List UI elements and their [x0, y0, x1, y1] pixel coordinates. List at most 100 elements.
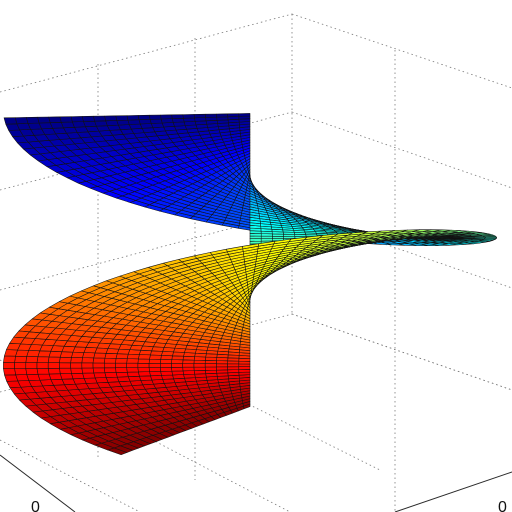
surface-facet: [150, 375, 163, 381]
surface-facet: [104, 362, 116, 369]
surface-facet: [139, 375, 153, 381]
grid-line: [291, 313, 512, 391]
surface-facet: [14, 355, 27, 363]
surface-facet: [92, 362, 105, 369]
surface-facet: [82, 352, 96, 359]
surface-facet: [137, 362, 150, 368]
surface-facet: [148, 363, 161, 368]
surface-facet: [138, 371, 151, 377]
surface-facet: [171, 363, 183, 368]
surface-facet: [171, 370, 184, 376]
surface-facet: [149, 371, 162, 377]
surface-facet: [148, 367, 161, 372]
surface-facet: [71, 351, 85, 358]
surface-facet: [105, 376, 120, 383]
surface-facet: [59, 351, 74, 358]
surface-facet: [128, 375, 142, 382]
surface-facet: [83, 120, 97, 127]
surface-facet: [161, 374, 174, 380]
surface-facet: [182, 363, 195, 368]
surface-facet: [48, 350, 63, 358]
surface-facet: [249, 238, 262, 242]
x-axis-line: [0, 454, 76, 512]
grid-line: [0, 439, 141, 512]
surface-facet: [115, 367, 128, 373]
surface-facet: [227, 113, 240, 118]
surface-facet: [26, 116, 40, 124]
surface-facet: [93, 352, 107, 359]
surface-facet: [70, 116, 84, 123]
surface-facet: [160, 118, 174, 124]
surface-facet: [3, 368, 16, 376]
surface-facet: [260, 238, 273, 242]
surface-facet: [138, 119, 152, 125]
surface-facet: [160, 370, 173, 376]
surface-facet: [26, 350, 40, 357]
surface-facet: [105, 348, 120, 354]
surface-facet: [126, 353, 140, 360]
surface-facet: [182, 114, 195, 119]
surface-facet: [81, 367, 95, 374]
grid-line: [291, 111, 512, 189]
surface-facet: [92, 357, 106, 364]
surface-facet: [238, 363, 251, 367]
grid-line: [0, 13, 293, 93]
surface-facet: [171, 114, 184, 119]
surface-facet: [14, 362, 27, 369]
surface-facet: [115, 353, 129, 359]
surface-facet: [216, 366, 228, 371]
surface-facet: [205, 113, 217, 118]
surface-facet: [104, 115, 118, 122]
surface-facet: [126, 367, 139, 373]
surface-facet: [4, 349, 18, 357]
surface-facet: [104, 372, 118, 378]
surface-facet: [105, 120, 119, 126]
surface-facet: [160, 367, 173, 372]
surface-facet: [3, 355, 16, 363]
surface-facet: [183, 373, 196, 379]
surface-facet: [204, 363, 217, 368]
surface-facet: [37, 373, 52, 381]
surface-facet: [81, 357, 94, 364]
surface-facet: [26, 373, 41, 381]
surface-facet: [37, 350, 51, 358]
surface-facet: [126, 362, 139, 368]
surface-facet: [116, 348, 131, 355]
surface-facet: [182, 366, 195, 372]
surface-facet: [59, 356, 72, 364]
surface-facet: [171, 359, 184, 364]
surface-facet: [160, 363, 172, 368]
surface-facet: [36, 356, 50, 363]
surface-facet: [81, 362, 94, 369]
surface-facet: [115, 358, 128, 364]
helicoid-surface: [3, 113, 497, 455]
surface-facet: [127, 119, 141, 125]
y-axis-line: [394, 471, 512, 512]
surface-facet: [48, 373, 63, 380]
surface-facet: [160, 359, 173, 364]
surface-facet: [93, 115, 106, 122]
grid-line: [291, 13, 512, 89]
surface-facet: [92, 367, 106, 374]
surface-facet: [47, 356, 61, 363]
surface-facet: [36, 368, 50, 375]
surface-facet: [3, 117, 18, 125]
surface-facet: [93, 372, 107, 379]
surface-facet: [104, 367, 117, 373]
surface-facet: [171, 366, 184, 372]
surface-facet: [70, 367, 83, 374]
surface-facet: [14, 368, 28, 376]
surface-facet: [115, 115, 129, 121]
surface-facet: [273, 238, 292, 245]
surface-facet: [48, 116, 62, 123]
surface-facet: [47, 367, 61, 375]
surface-facet: [82, 115, 95, 122]
surface-facet: [227, 369, 240, 374]
surface-facet: [126, 115, 140, 121]
surface-facet: [14, 117, 29, 125]
surface-facet: [238, 113, 251, 117]
surface-facet: [172, 118, 185, 123]
x-tick-label: 0: [31, 499, 40, 512]
surface-facet: [117, 376, 131, 382]
